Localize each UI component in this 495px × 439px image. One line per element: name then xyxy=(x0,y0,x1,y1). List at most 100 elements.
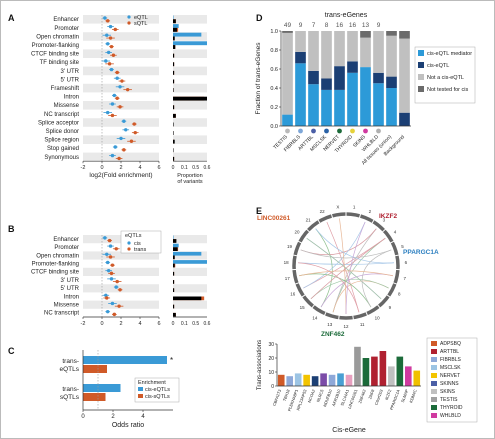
stacked-bar-segment xyxy=(399,31,410,39)
category-label: C6orf203 xyxy=(373,388,384,406)
y-tick-label: 0.8 xyxy=(270,48,278,54)
stacked-bar-segment xyxy=(373,31,384,73)
stacked-bar-segment xyxy=(360,31,371,38)
category-label: trans- xyxy=(62,358,79,365)
data-point xyxy=(117,156,121,161)
proportion-bar xyxy=(173,79,175,84)
data-point xyxy=(113,27,118,32)
row-band xyxy=(173,118,207,127)
data-point xyxy=(115,96,119,100)
x-tick-label: -2 xyxy=(81,165,86,171)
data-point xyxy=(122,148,126,152)
category-label: Missense xyxy=(54,303,80,309)
data-point xyxy=(106,50,111,55)
proportion-bar xyxy=(173,312,176,317)
y-tick-label: 0.0 xyxy=(270,124,278,130)
proportion-bar xyxy=(173,62,175,67)
data-point xyxy=(107,62,112,66)
proportion-bar xyxy=(173,304,175,309)
stacked-bar-segment xyxy=(399,38,410,113)
y-tick-label: 1.0 xyxy=(270,29,278,35)
tissue-dot xyxy=(324,128,329,134)
chromosome-label: 12 xyxy=(343,324,349,329)
proportion-bar xyxy=(173,251,202,256)
legend-label: trans xyxy=(134,247,146,253)
proportion-bar xyxy=(173,53,175,58)
legend-label: Not a cis-eQTL xyxy=(427,75,464,81)
legend-swatch xyxy=(431,389,437,394)
proportion-bar xyxy=(173,296,202,301)
tissue-dot xyxy=(298,128,303,134)
category-label: Intron xyxy=(64,95,79,101)
category-label: Enhancer xyxy=(53,17,79,23)
category-label: 3' UTR xyxy=(61,69,80,75)
chromosome-label: 11 xyxy=(360,322,365,327)
category-label: NLRC5 xyxy=(315,388,324,403)
stacked-bar-segment xyxy=(373,83,384,126)
chromosome-gap xyxy=(305,228,311,233)
stacked-bar-segment xyxy=(308,84,319,126)
legend-label: cis-sQTLs xyxy=(145,394,170,400)
count-label: 49 xyxy=(284,22,292,29)
stacked-bar-segment xyxy=(295,31,306,52)
row-band xyxy=(83,32,159,41)
x-axis-label: Odds ratio xyxy=(112,422,144,429)
chromosome-label: 19 xyxy=(287,244,293,249)
data-point xyxy=(133,130,137,135)
stacked-bar-segment xyxy=(386,88,397,126)
data-point xyxy=(103,16,107,20)
category-label: SLC44A1 xyxy=(339,388,350,407)
legend-label: TESTIS xyxy=(440,397,458,403)
proportion-bar xyxy=(173,70,175,75)
category-label: Splice acceptor xyxy=(38,120,79,126)
legend-swatch xyxy=(431,397,437,402)
chromosome-gap xyxy=(323,310,327,317)
category-label: eQTLs xyxy=(59,366,79,373)
row-band xyxy=(173,66,207,76)
data-point xyxy=(115,279,119,284)
row-band xyxy=(173,235,207,244)
proportion-bar xyxy=(173,19,176,24)
category-label: SLMAP xyxy=(400,388,409,403)
chromosome-gap xyxy=(330,212,334,219)
proportion-bar xyxy=(173,288,175,292)
bar xyxy=(303,374,310,386)
bar xyxy=(83,393,106,401)
category-label: Promoter-flanking xyxy=(32,262,79,268)
chromosome-gap xyxy=(292,254,299,257)
category-label: NC transcript xyxy=(44,311,79,317)
x-axis-label: log2(Fold enrichment) xyxy=(89,172,152,179)
category-label: NCOA2 xyxy=(307,388,317,403)
row-band xyxy=(83,118,159,127)
row-band xyxy=(173,267,207,276)
category-label: Missense xyxy=(54,103,80,109)
category-label: NDUFB10 xyxy=(322,388,333,408)
x-tick-label: 6 xyxy=(157,321,160,327)
bar xyxy=(294,373,302,386)
data-point xyxy=(112,312,117,317)
chart-a: Enhancer Promoter Open chromatin Promoter-f… xyxy=(31,15,211,185)
bar xyxy=(337,373,344,386)
category-label: TF binding site xyxy=(40,60,80,66)
stacked-bar-segment xyxy=(308,31,319,71)
circos-link xyxy=(332,238,386,313)
bar xyxy=(286,376,294,386)
bar xyxy=(83,356,167,364)
category-label: KDM4C xyxy=(408,389,418,404)
chromosome-gap xyxy=(310,303,316,309)
chromosome-gap xyxy=(338,314,340,321)
chromosome-label: 16 xyxy=(290,292,296,297)
x-tick-label: 0 xyxy=(100,165,103,171)
y-axis-label: Trans-associations xyxy=(257,340,263,390)
legend-swatch xyxy=(431,373,437,378)
data-point xyxy=(120,79,124,83)
legend-box xyxy=(414,46,476,104)
data-point xyxy=(104,59,108,63)
category-label: AKR1B10 xyxy=(331,388,342,407)
gene-label: ZNF462 xyxy=(321,331,345,338)
proportion-tick-label: 0.6 xyxy=(204,165,211,171)
count-label: 13 xyxy=(362,22,370,29)
circos-link xyxy=(298,262,360,313)
legend-label: NERVET xyxy=(440,373,460,379)
category-label: Synonymous xyxy=(44,155,79,161)
